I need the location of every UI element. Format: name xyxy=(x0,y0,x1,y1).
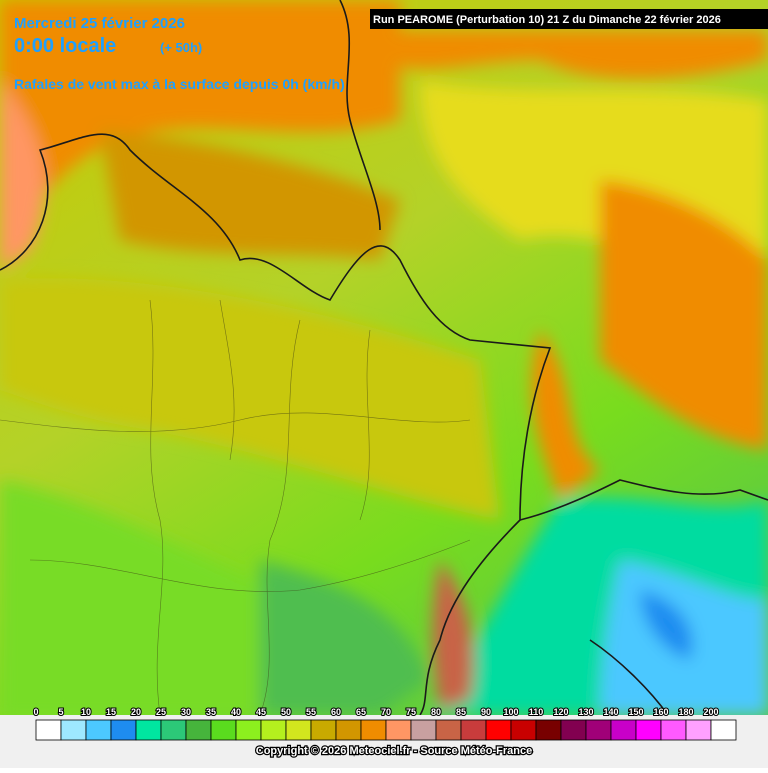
legend-swatch xyxy=(135,719,162,741)
legend-label: 140 xyxy=(603,707,618,717)
legend-label: 200 xyxy=(703,707,718,717)
run-banner xyxy=(370,9,768,29)
legend-label: 180 xyxy=(678,707,693,717)
legend-swatch xyxy=(510,719,537,741)
offset: (+ 50h) xyxy=(160,40,202,55)
time: 0:00 locale xyxy=(14,35,116,57)
legend-label: 25 xyxy=(156,707,166,717)
legend-label: 45 xyxy=(256,707,266,717)
legend-swatch xyxy=(660,719,687,741)
legend-swatch xyxy=(235,719,262,741)
legend-swatch xyxy=(410,719,437,741)
legend-label: 90 xyxy=(481,707,491,717)
legend-label: 65 xyxy=(356,707,366,717)
legend-label: 130 xyxy=(578,707,593,717)
legend-swatch xyxy=(560,719,587,741)
legend-label: 60 xyxy=(331,707,341,717)
legend-label: 5 xyxy=(58,707,63,717)
legend-label: 120 xyxy=(553,707,568,717)
date: Mercredi 25 février 2026 xyxy=(14,15,185,32)
legend-swatch xyxy=(110,719,137,741)
legend-label: 75 xyxy=(406,707,416,717)
legend-label: 20 xyxy=(131,707,141,717)
legend-label: 0 xyxy=(33,707,38,717)
copyright: Copyright © 2026 Meteociel.fr - Source M… xyxy=(256,745,532,757)
legend-label: 15 xyxy=(106,707,116,717)
legend-swatch xyxy=(285,719,312,741)
legend-swatch xyxy=(360,719,387,741)
legend-label: 110 xyxy=(529,707,544,717)
legend-swatch xyxy=(685,719,712,741)
legend-label: 150 xyxy=(628,707,643,717)
legend-swatch xyxy=(385,719,412,741)
legend-swatch xyxy=(535,719,562,741)
legend-swatch xyxy=(335,719,362,741)
legend-swatch xyxy=(185,719,212,741)
run-info: Run PEAROME (Perturbation 10) 21 Z du Di… xyxy=(373,14,721,26)
legend-swatch xyxy=(485,719,512,741)
legend-label: 85 xyxy=(456,707,466,717)
legend-swatch xyxy=(210,719,237,741)
legend-swatch xyxy=(85,719,112,741)
legend-swatch xyxy=(460,719,487,741)
legend-label: 100 xyxy=(503,707,518,717)
legend-swatch xyxy=(610,719,637,741)
legend-label: 55 xyxy=(306,707,316,717)
legend-swatch xyxy=(260,719,287,741)
legend: 0 5 10 15 20 25 30 35 40 45 50 55 60 65 70 75 80 85 90 100 1… xyxy=(32,706,737,741)
legend-label: 35 xyxy=(206,707,216,717)
legend-swatch xyxy=(710,719,737,741)
legend-swatch xyxy=(35,719,62,741)
legend-label: 80 xyxy=(431,707,441,717)
legend-label: 30 xyxy=(181,707,191,717)
legend-label: 10 xyxy=(81,707,91,717)
legend-swatch xyxy=(585,719,612,741)
legend-label: 70 xyxy=(381,707,391,717)
legend-label: 50 xyxy=(281,707,291,717)
legend-swatch xyxy=(60,719,87,741)
legend-label: 40 xyxy=(231,707,241,717)
legend-swatch xyxy=(635,719,662,741)
legend-swatch xyxy=(160,719,187,741)
subtitle: Rafales de vent max à la surface depuis … xyxy=(14,76,345,92)
legend-swatch xyxy=(310,719,337,741)
legend-swatch xyxy=(435,719,462,741)
legend-label: 160 xyxy=(653,707,668,717)
